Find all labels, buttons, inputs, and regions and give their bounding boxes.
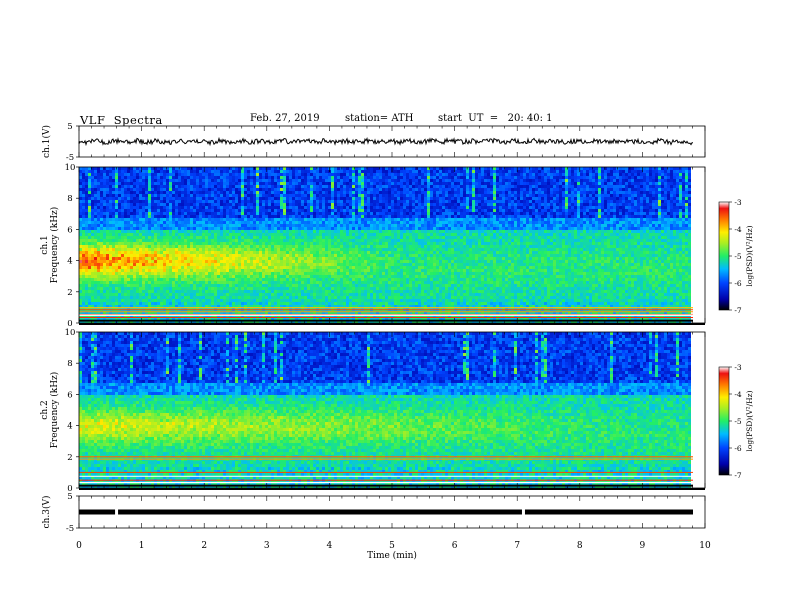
no-data-strip <box>693 332 705 488</box>
ytick-label: 5 <box>67 492 72 502</box>
colorbar-tick-label: -6 <box>734 444 742 453</box>
transmitter-line <box>79 480 693 481</box>
transmitter-line <box>79 314 693 316</box>
ytick-label: -5 <box>66 524 74 534</box>
ytick-label: 8 <box>67 359 72 369</box>
xtick-label: 0 <box>76 541 82 551</box>
xtick-label: 3 <box>264 541 270 551</box>
colorbar-tick-label: -3 <box>734 363 742 372</box>
x-axis-label: Time (min) <box>367 550 417 561</box>
colorbar-tick-label: -4 <box>734 225 742 234</box>
colorbar-gradient <box>719 202 729 310</box>
channel-label: ch.1 <box>40 235 50 254</box>
time-axis: 0 1 2 3 4 5 6 7 8 9 10 Time (min) <box>76 541 711 561</box>
transmitter-line <box>79 307 693 308</box>
colorbar-tick-label: -6 <box>734 279 742 288</box>
ytick-label: 2 <box>67 288 72 298</box>
colorbar-tick-label: -4 <box>734 390 742 399</box>
colorbar-ch1: -3 -4 -5 -6 -7 log(PSD)(V²/Hz) <box>719 198 754 315</box>
colorbar-gradient <box>719 367 729 475</box>
ytick-label: 10 <box>65 163 76 173</box>
colorbar-tick-label: -7 <box>734 471 742 480</box>
ytick-label: 4 <box>67 257 72 267</box>
xtick-label: 8 <box>577 541 583 551</box>
ytick-label: 5 <box>67 122 72 132</box>
colorbar-tick-label: -7 <box>734 306 742 315</box>
ch3-waveform-panel: 5 -5 ch.3(V) <box>41 492 705 534</box>
signal-gap <box>115 509 118 515</box>
colorbar-tick-label: -5 <box>734 252 742 261</box>
xtick-label: 1 <box>139 541 145 551</box>
colorbar-tick-label: -5 <box>734 417 742 426</box>
xtick-label: 6 <box>452 541 458 551</box>
y-axis-label: ch.1(V) <box>41 125 52 158</box>
transmitter-line <box>79 317 693 318</box>
ytick-label: 6 <box>67 225 72 235</box>
ch1-waveform-panel: 5 -5 ch.1(V) <box>41 122 705 163</box>
transmitter-line <box>79 472 693 473</box>
panel-separator <box>79 323 705 325</box>
transmitter-line <box>79 459 693 460</box>
xtick-label: 10 <box>699 541 711 551</box>
transmitter-line <box>79 309 693 310</box>
xtick-label: 5 <box>389 541 395 551</box>
ytick-label: 4 <box>67 422 72 432</box>
signal-gap <box>522 509 525 515</box>
xtick-label: 2 <box>201 541 207 551</box>
colorbar-ch2: -3 -4 -5 -6 -7 log(PSD)(V²/Hz) <box>719 363 754 480</box>
spectrogram-cells <box>79 167 691 323</box>
transmitter-line <box>79 485 693 487</box>
spectrogram-cells <box>79 332 691 488</box>
ytick-label: 8 <box>67 194 72 204</box>
transmitter-line <box>79 456 693 457</box>
colorbar-label: log(PSD)(V²/Hz) <box>745 390 754 451</box>
colorbar-tick-label: -3 <box>734 198 742 207</box>
ytick-label: 10 <box>65 328 76 338</box>
y-axis-label: ch.3(V) <box>41 496 52 529</box>
panel-separator <box>79 488 705 490</box>
transmitter-line <box>79 482 693 483</box>
xtick-label: 7 <box>514 541 520 551</box>
ytick-label: 6 <box>67 390 72 400</box>
frequency-axis-label: Frequency (kHz) <box>49 207 60 284</box>
channel-label: ch.2 <box>40 400 50 419</box>
ch3-signal-trace <box>79 510 693 515</box>
frequency-axis-label: Frequency (kHz) <box>49 372 60 449</box>
colorbar-label: log(PSD)(V²/Hz) <box>745 225 754 286</box>
ytick-label: 2 <box>67 453 72 463</box>
ytick-label: -5 <box>66 153 74 163</box>
transmitter-line <box>79 476 693 477</box>
transmitter-line <box>79 311 693 312</box>
no-data-strip <box>693 167 705 323</box>
xtick-label: 4 <box>327 541 333 551</box>
transmitter-line <box>79 320 693 322</box>
xtick-label: 9 <box>640 541 646 551</box>
